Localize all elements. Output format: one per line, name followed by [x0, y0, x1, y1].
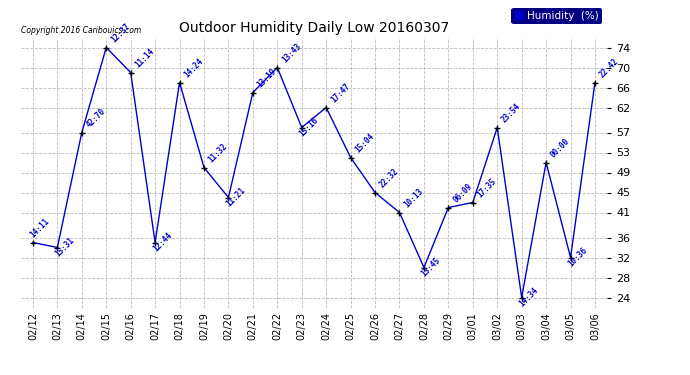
Text: 14:34: 14:34	[518, 286, 540, 309]
Legend: Humidity  (%): Humidity (%)	[511, 8, 602, 24]
Text: 11:32: 11:32	[207, 142, 230, 165]
Text: 14:11: 14:11	[29, 217, 52, 240]
Text: 12:44: 12:44	[151, 231, 174, 254]
Text: 10:36: 10:36	[566, 246, 589, 268]
Text: 13:19: 13:19	[255, 67, 278, 90]
Text: 15:16: 15:16	[297, 116, 320, 139]
Text: 17:35: 17:35	[475, 177, 498, 200]
Text: 11:21: 11:21	[224, 186, 247, 209]
Text: 22:42: 22:42	[598, 57, 620, 80]
Text: 15:04: 15:04	[353, 132, 376, 155]
Text: 11:14: 11:14	[133, 47, 156, 70]
Text: 00:00: 00:00	[549, 137, 571, 160]
Text: 23:54: 23:54	[500, 102, 523, 125]
Text: Copyright 2016 Caribouics.com: Copyright 2016 Caribouics.com	[21, 26, 141, 35]
Text: 17:47: 17:47	[329, 82, 352, 105]
Text: 13:43: 13:43	[280, 42, 303, 65]
Text: 13:45: 13:45	[420, 256, 442, 279]
Title: Outdoor Humidity Daily Low 20160307: Outdoor Humidity Daily Low 20160307	[179, 21, 449, 35]
Text: 06:09: 06:09	[451, 182, 474, 205]
Text: 42:70: 42:70	[85, 107, 107, 130]
Text: 10:13: 10:13	[402, 187, 425, 210]
Text: 12:37: 12:37	[109, 22, 132, 45]
Text: 15:31: 15:31	[53, 236, 76, 259]
Text: 22:32: 22:32	[378, 167, 400, 190]
Text: 14:24: 14:24	[182, 57, 205, 80]
